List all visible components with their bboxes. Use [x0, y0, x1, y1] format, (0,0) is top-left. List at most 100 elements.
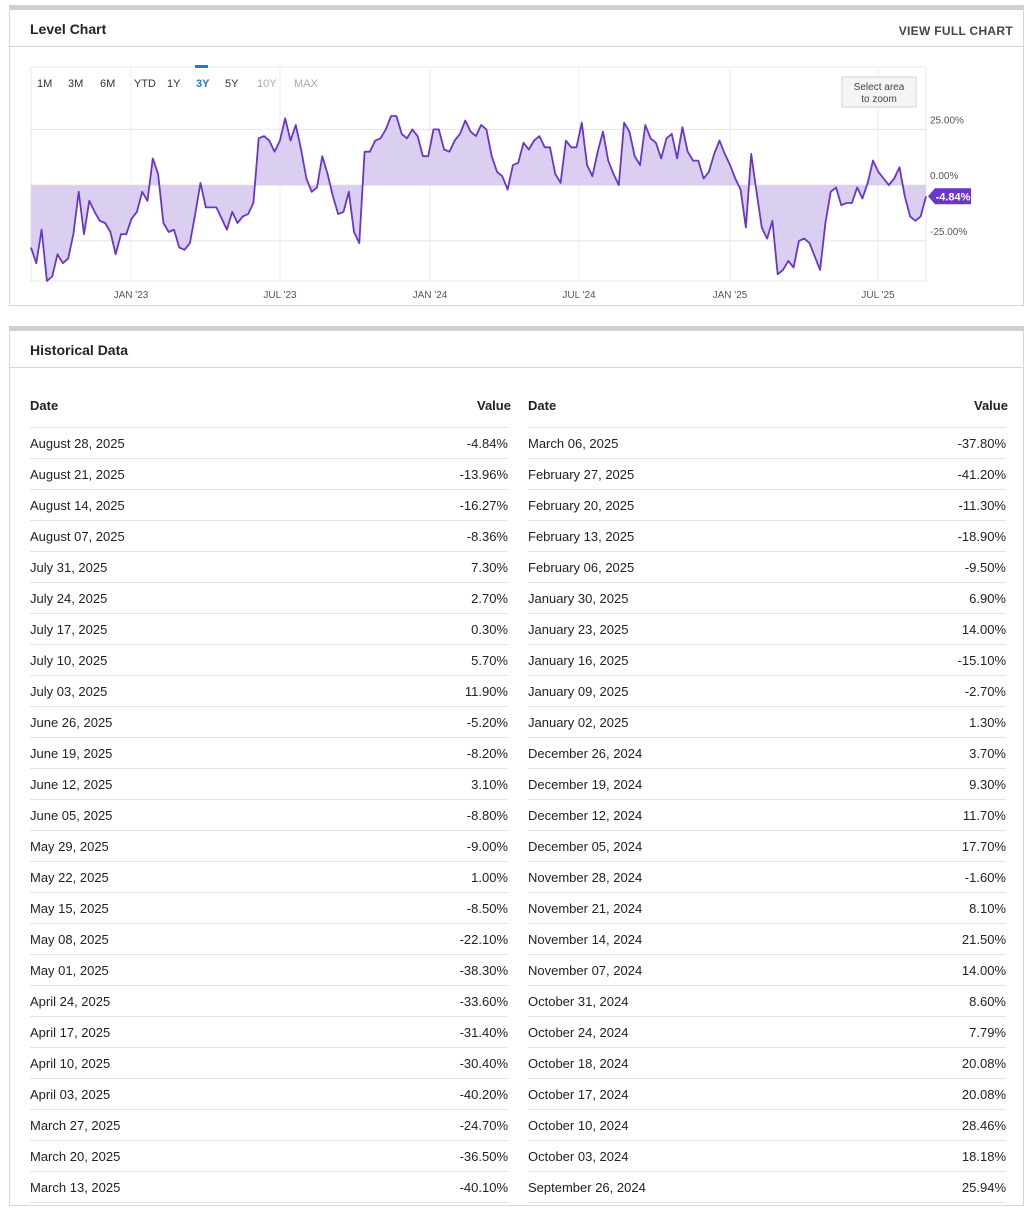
series-line: [30, 115, 927, 282]
x-tick-label: JAN '24: [413, 290, 448, 301]
table-row: June 05, 2025 -8.80%: [30, 799, 508, 830]
row-date: November 14, 2024: [528, 932, 643, 947]
table-row: February 20, 2025 -11.30%: [528, 489, 1006, 520]
row-date: June 26, 2025: [30, 715, 113, 730]
row-value: -11.30%: [958, 498, 1006, 513]
row-date: December 26, 2024: [528, 746, 643, 761]
row-date: October 17, 2024: [528, 1087, 629, 1102]
row-value: -15.10%: [957, 653, 1006, 668]
table-row: November 14, 2024 21.50%: [528, 923, 1006, 954]
row-date: May 29, 2025: [30, 839, 109, 854]
view-full-chart-link[interactable]: VIEW FULL CHART: [898, 24, 1013, 38]
row-value: -41.20%: [957, 467, 1006, 482]
row-date: October 31, 2024: [528, 994, 629, 1009]
row-date: December 12, 2024: [528, 808, 643, 823]
row-date: July 31, 2025: [30, 560, 108, 575]
table-row: February 06, 2025 -9.50%: [528, 551, 1006, 582]
row-date: February 20, 2025: [528, 498, 635, 513]
row-value: -38.30%: [459, 963, 508, 978]
row-date: February 27, 2025: [528, 467, 635, 482]
row-value: 3.10%: [471, 777, 508, 792]
row-value: 8.60%: [969, 994, 1006, 1009]
table-row: December 26, 2024 3.70%: [528, 737, 1006, 768]
table-row: May 29, 2025 -9.00%: [30, 830, 508, 861]
row-date: February 13, 2025: [528, 529, 635, 544]
row-value: -13.96%: [459, 467, 508, 482]
x-tick-label: JAN '23: [114, 290, 149, 301]
range-button-5y[interactable]: 5Y: [225, 78, 239, 90]
zoom-hint-line2: to zoom: [861, 94, 897, 105]
x-tick-label: JUL '25: [861, 290, 895, 301]
table-column-right: March 06, 2025 -37.80% February 27, 2025 -4…: [528, 427, 1006, 1203]
row-date: August 21, 2025: [30, 467, 125, 482]
row-date: May 01, 2025: [30, 963, 109, 978]
range-button-1m[interactable]: 1M: [37, 78, 52, 90]
row-date: July 24, 2025: [30, 591, 108, 606]
table-row: January 23, 2025 14.00%: [528, 613, 1006, 644]
x-tick-label: JUL '24: [562, 290, 596, 301]
table-row: May 22, 2025 1.00%: [30, 861, 508, 892]
range-button-1y[interactable]: 1Y: [167, 78, 181, 90]
row-date: January 02, 2025: [528, 715, 629, 730]
table-row: October 10, 2024 28.46%: [528, 1109, 1006, 1140]
level-chart-panel: Level Chart VIEW FULL CHART JAN '23 JUL '…: [9, 5, 1024, 306]
range-button-ytd[interactable]: YTD: [134, 78, 156, 90]
row-value: 0.30%: [471, 622, 508, 637]
table-row: February 13, 2025 -18.90%: [528, 520, 1006, 551]
row-date: April 03, 2025: [30, 1087, 111, 1102]
row-date: August 14, 2025: [30, 498, 125, 513]
row-value: 3.70%: [969, 746, 1006, 761]
zoom-hint-line1: Select area: [854, 82, 905, 93]
row-value: -9.50%: [964, 560, 1006, 575]
x-tick-label: JAN '25: [713, 290, 748, 301]
table-row: March 27, 2025 -24.70%: [30, 1109, 508, 1140]
row-date: January 30, 2025: [528, 591, 629, 606]
y-tick-label: -25.00%: [930, 227, 967, 238]
row-date: January 23, 2025: [528, 622, 629, 637]
row-value: 9.30%: [969, 777, 1006, 792]
range-button-10y: 10Y: [257, 78, 277, 90]
row-value: 17.70%: [961, 839, 1006, 854]
table-row: March 06, 2025 -37.80%: [528, 427, 1006, 458]
y-tick-label: 25.00%: [930, 115, 964, 126]
table-row: August 28, 2025 -4.84%: [30, 427, 508, 458]
row-value: 6.90%: [969, 591, 1006, 606]
chart-panel-header: Level Chart VIEW FULL CHART: [10, 10, 1023, 47]
row-date: July 10, 2025: [30, 653, 108, 668]
table-row: October 24, 2024 7.79%: [528, 1016, 1006, 1047]
row-value: 1.00%: [471, 870, 508, 885]
table-row: July 10, 2025 5.70%: [30, 644, 508, 675]
row-value: -8.36%: [466, 529, 508, 544]
table-row: October 31, 2024 8.60%: [528, 985, 1006, 1016]
level-chart[interactable]: JAN '23 JUL '23 JAN '24 JUL '24 JAN '25 JUL '…: [10, 10, 1023, 306]
range-button-6m[interactable]: 6M: [100, 78, 115, 90]
right-value-header: Value: [974, 398, 1008, 413]
table-row: April 10, 2025 -30.40%: [30, 1047, 508, 1078]
row-value: -4.84%: [466, 436, 508, 451]
row-value: -36.50%: [459, 1149, 508, 1164]
row-date: October 18, 2024: [528, 1056, 629, 1071]
row-date: April 17, 2025: [30, 1025, 111, 1040]
table-row: June 26, 2025 -5.20%: [30, 706, 508, 737]
row-value: 14.00%: [961, 622, 1006, 637]
table-row: January 02, 2025 1.30%: [528, 706, 1006, 737]
table-row: April 17, 2025 -31.40%: [30, 1016, 508, 1047]
row-value: -5.20%: [466, 715, 508, 730]
x-tick-label: JUL '23: [263, 290, 297, 301]
range-button-3y[interactable]: 3Y: [196, 78, 210, 90]
row-date: October 10, 2024: [528, 1118, 629, 1133]
right-date-header: Date: [528, 398, 557, 413]
row-value: 5.70%: [471, 653, 508, 668]
table-row: March 13, 2025 -40.10%: [30, 1171, 508, 1203]
row-value: -24.70%: [459, 1118, 508, 1133]
historical-data-panel: Historical Data Date Value Date Value Au…: [9, 326, 1024, 1206]
table-row: January 09, 2025 -2.70%: [528, 675, 1006, 706]
table-row: July 17, 2025 0.30%: [30, 613, 508, 644]
row-date: November 21, 2024: [528, 901, 643, 916]
row-date: April 10, 2025: [30, 1056, 111, 1071]
table-row: July 31, 2025 7.30%: [30, 551, 508, 582]
row-date: July 03, 2025: [30, 684, 108, 699]
row-date: December 19, 2024: [528, 777, 643, 792]
table-row: April 24, 2025 -33.60%: [30, 985, 508, 1016]
range-button-3m[interactable]: 3M: [68, 78, 83, 90]
